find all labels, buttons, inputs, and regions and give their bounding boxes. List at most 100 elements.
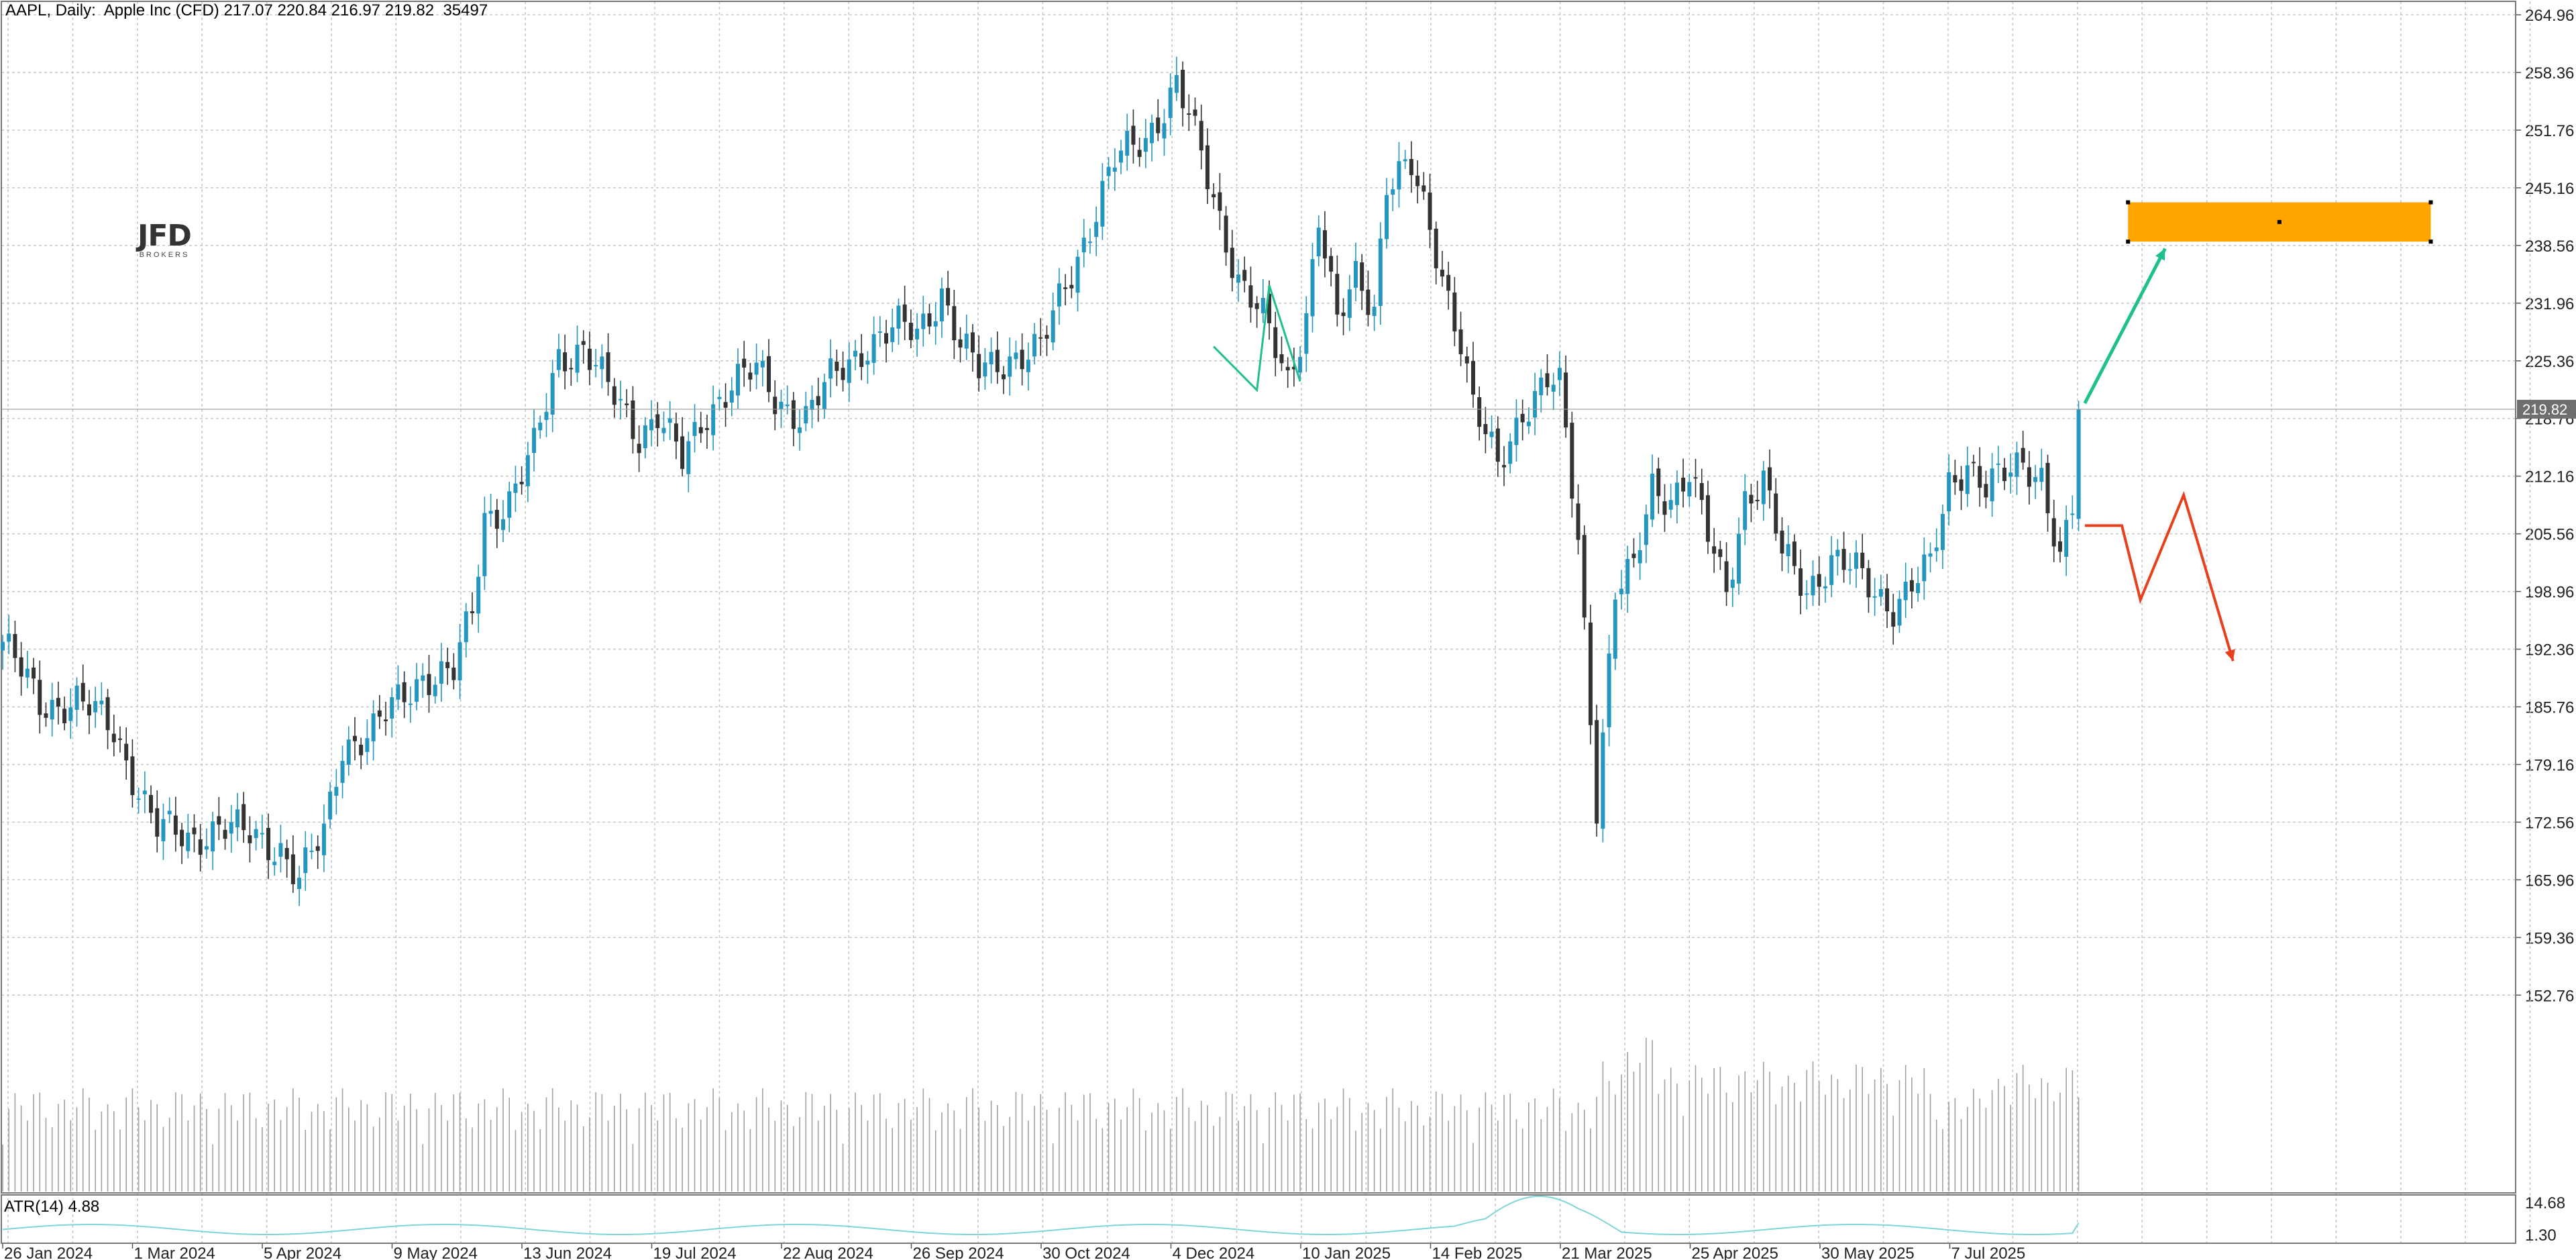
candle-body	[1693, 477, 1698, 479]
candle-body	[1205, 145, 1210, 189]
candle-body	[1625, 559, 1630, 594]
candle-body	[1718, 549, 1723, 558]
candle-body	[1057, 283, 1061, 307]
candle-body	[1187, 113, 1191, 115]
candle-body	[1489, 431, 1494, 437]
candle-body	[68, 707, 73, 721]
candle-body	[1799, 568, 1803, 596]
candle-body	[1440, 269, 1444, 277]
candle-body	[136, 798, 141, 800]
candle-body	[173, 815, 178, 835]
bearish-path	[2084, 490, 2235, 662]
candle-body	[1329, 256, 1334, 272]
candle-body	[921, 313, 926, 329]
candle-body	[847, 359, 851, 383]
candle-body	[1224, 215, 1228, 253]
candle-body	[142, 790, 147, 794]
candle-body	[290, 854, 295, 884]
candle-body	[1724, 561, 1729, 592]
candle-body	[217, 816, 221, 825]
candle-body	[513, 483, 518, 493]
candle-body	[2057, 541, 2062, 552]
y-tick-label: 172.56	[2525, 814, 2574, 832]
candle-body	[1502, 465, 1507, 468]
volume-value: 35497	[443, 1, 488, 19]
candle-body	[1298, 356, 1303, 373]
candle-body	[359, 744, 364, 755]
candle-body	[1539, 377, 1544, 396]
candle-body	[525, 455, 530, 486]
candle-body	[1181, 70, 1185, 109]
candle-body	[1366, 289, 1371, 315]
y-tick-label: 185.76	[2525, 698, 2574, 717]
candle-body	[458, 642, 462, 681]
y-tick-label: 251.76	[2525, 122, 2574, 140]
candle-body	[50, 700, 54, 720]
candle-body	[1829, 555, 1834, 585]
candle-body	[1341, 312, 1346, 317]
candle-body	[130, 756, 135, 796]
candle-body	[760, 360, 765, 368]
candle-body	[1730, 579, 1735, 588]
x-tick-label: 25 Apr 2025	[1692, 1245, 1778, 1260]
candle-body	[1316, 227, 1321, 257]
candle-body	[1749, 494, 1754, 504]
candle-body	[1662, 501, 1667, 515]
x-tick-label: 30 May 2025	[1821, 1245, 1915, 1260]
candle-body	[260, 833, 264, 835]
candle-body	[149, 794, 154, 813]
candle-body	[2045, 462, 2050, 513]
candle-body	[1668, 500, 1673, 510]
candle-body	[1026, 360, 1030, 372]
instrument-label: Apple Inc (CFD)	[103, 1, 219, 19]
candle-body	[421, 675, 425, 681]
candle-body	[655, 414, 660, 429]
chart-header: AAPL, Daily: Apple Inc (CFD) 217.07 220.…	[5, 1, 488, 19]
candle-body	[488, 511, 493, 514]
candle-body	[1199, 121, 1203, 151]
candle-body	[785, 404, 790, 407]
candle-body	[563, 352, 568, 372]
candle-body	[427, 674, 431, 695]
candle-body	[32, 667, 36, 679]
candle-body	[1508, 441, 1513, 464]
candle-body	[594, 365, 598, 367]
candle-body	[38, 680, 42, 715]
candle-body	[1811, 576, 1815, 596]
candle-body	[1434, 228, 1438, 268]
candle-body	[822, 382, 826, 409]
candle-body	[254, 829, 258, 839]
candle-body	[2002, 468, 2007, 481]
candle-body	[1483, 424, 1488, 435]
candle-body	[544, 411, 549, 420]
candle-body	[1125, 131, 1130, 156]
candle-body	[198, 839, 203, 855]
candle-body	[2051, 518, 2056, 547]
candle-body	[1193, 109, 1197, 116]
candle-body	[1409, 158, 1413, 176]
zone-handle	[2428, 200, 2433, 205]
x-tick-label: 21 Mar 2025	[1562, 1245, 1652, 1260]
candle-body	[328, 791, 333, 820]
candle-body	[1545, 373, 1550, 388]
candle-body	[939, 288, 944, 322]
candle-body	[13, 633, 17, 658]
candle-body	[1928, 553, 1933, 557]
candle-body	[915, 328, 920, 339]
candle-body	[1965, 465, 1970, 494]
candle-body	[841, 368, 845, 380]
candle-body	[1854, 552, 1858, 569]
candle-body	[1156, 117, 1161, 134]
candle-body	[1582, 535, 1587, 618]
candle-body	[1847, 569, 1852, 571]
candle-body	[501, 519, 506, 530]
zone-handle	[2126, 240, 2131, 244]
candle-body	[365, 738, 370, 752]
candle-body	[1878, 588, 1883, 597]
candle-body	[711, 404, 716, 435]
candle-body	[1885, 588, 1890, 612]
candle-body	[1291, 366, 1296, 370]
candle-body	[1903, 581, 1908, 600]
candle-body	[1897, 598, 1902, 626]
